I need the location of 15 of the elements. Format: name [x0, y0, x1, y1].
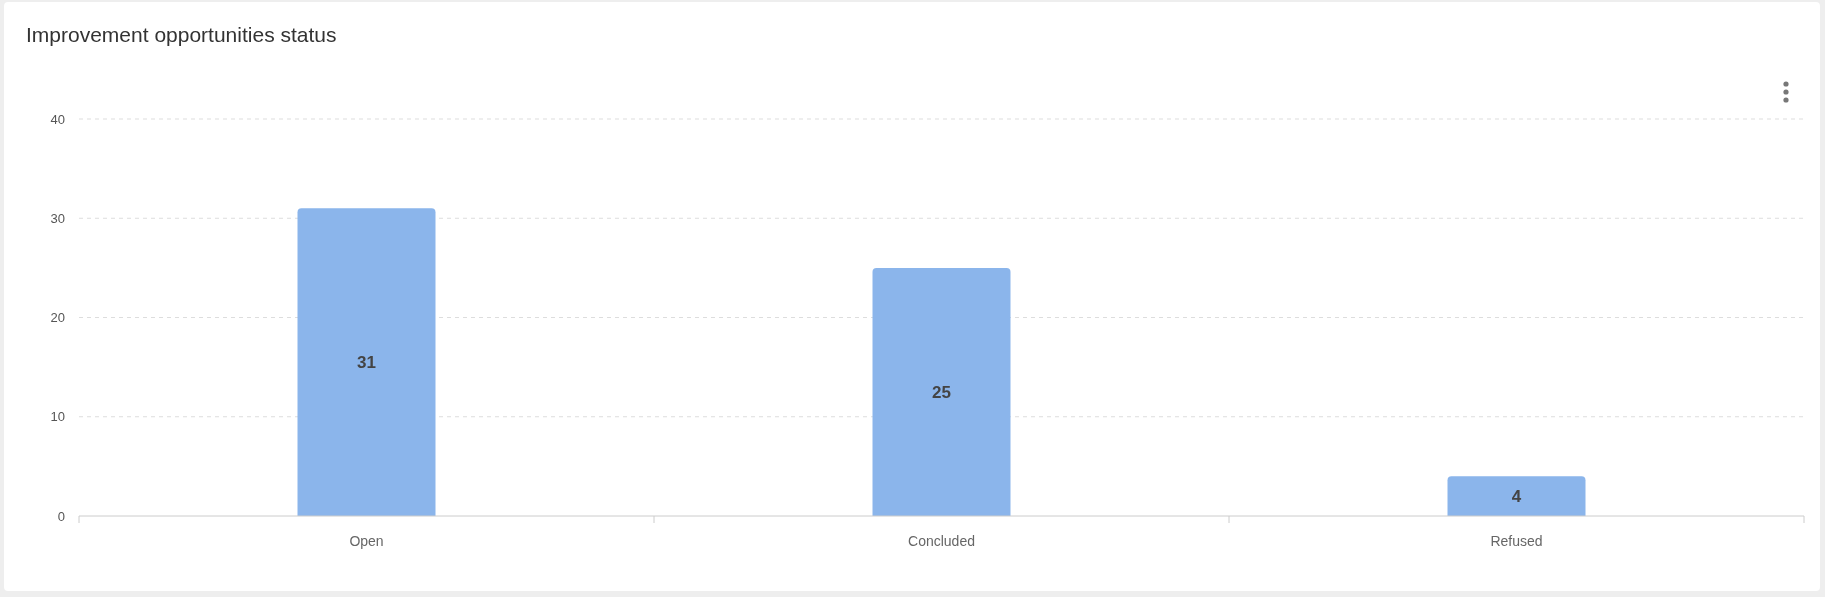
x-tick-label: Concluded	[908, 533, 975, 549]
x-tick-label: Refused	[1490, 533, 1543, 549]
bar	[872, 267, 1011, 516]
data-label: 31	[357, 353, 376, 373]
chart-title: Improvement opportunities status	[26, 23, 337, 46]
bar	[1447, 476, 1586, 516]
y-tick-label: 10	[50, 409, 65, 425]
bar	[297, 208, 436, 516]
y-tick-label: 40	[50, 111, 65, 127]
data-label: 4	[1511, 487, 1522, 507]
y-tick-label: 20	[50, 310, 65, 326]
x-tick-label: Open	[349, 533, 384, 549]
y-tick-label: 30	[50, 210, 65, 226]
data-label: 25	[932, 382, 951, 402]
y-tick-label: 0	[57, 508, 65, 524]
